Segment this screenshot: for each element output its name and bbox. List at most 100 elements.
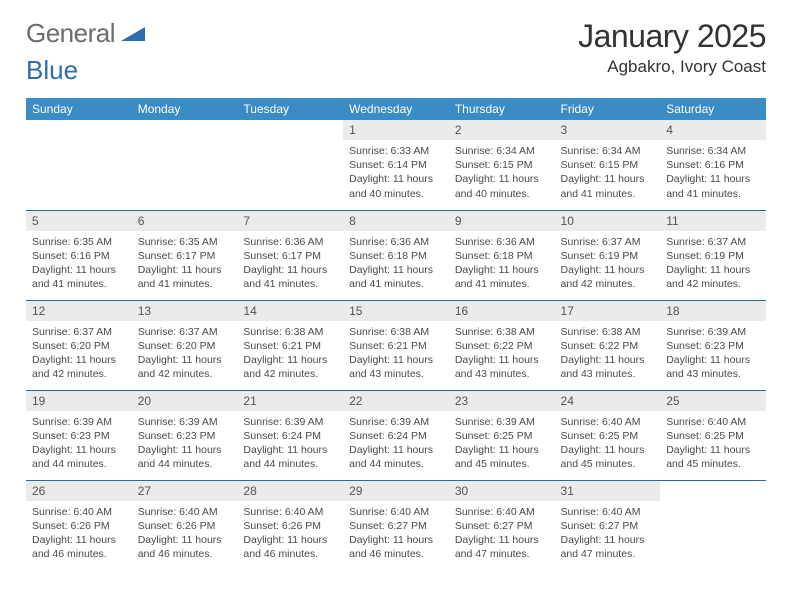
calendar-day-cell: 13Sunrise: 6:37 AMSunset: 6:20 PMDayligh…: [132, 300, 238, 390]
day-number: 28: [237, 481, 343, 501]
day-details: Sunrise: 6:40 AMSunset: 6:25 PMDaylight:…: [660, 411, 766, 478]
day-details: Sunrise: 6:33 AMSunset: 6:14 PMDaylight:…: [343, 140, 449, 207]
day-details: Sunrise: 6:40 AMSunset: 6:27 PMDaylight:…: [343, 501, 449, 568]
day-number: 8: [343, 211, 449, 231]
calendar-day-cell: [660, 480, 766, 570]
day-number: 30: [449, 481, 555, 501]
calendar-day-cell: 3Sunrise: 6:34 AMSunset: 6:15 PMDaylight…: [555, 120, 661, 210]
day-details: Sunrise: 6:39 AMSunset: 6:24 PMDaylight:…: [237, 411, 343, 478]
day-number: 5: [26, 211, 132, 231]
calendar-day-cell: 31Sunrise: 6:40 AMSunset: 6:27 PMDayligh…: [555, 480, 661, 570]
title-block: January 2025 Agbakro, Ivory Coast: [578, 18, 766, 77]
day-number: 23: [449, 391, 555, 411]
day-number: 24: [555, 391, 661, 411]
calendar-day-cell: 10Sunrise: 6:37 AMSunset: 6:19 PMDayligh…: [555, 210, 661, 300]
day-details: Sunrise: 6:39 AMSunset: 6:23 PMDaylight:…: [132, 411, 238, 478]
day-number: 11: [660, 211, 766, 231]
calendar-day-cell: 2Sunrise: 6:34 AMSunset: 6:15 PMDaylight…: [449, 120, 555, 210]
day-details: Sunrise: 6:40 AMSunset: 6:25 PMDaylight:…: [555, 411, 661, 478]
calendar-day-cell: 19Sunrise: 6:39 AMSunset: 6:23 PMDayligh…: [26, 390, 132, 480]
calendar-week-row: 1Sunrise: 6:33 AMSunset: 6:14 PMDaylight…: [26, 120, 766, 210]
day-number: 4: [660, 120, 766, 140]
calendar-day-cell: 15Sunrise: 6:38 AMSunset: 6:21 PMDayligh…: [343, 300, 449, 390]
calendar-day-cell: 20Sunrise: 6:39 AMSunset: 6:23 PMDayligh…: [132, 390, 238, 480]
day-details: Sunrise: 6:37 AMSunset: 6:19 PMDaylight:…: [555, 231, 661, 298]
location: Agbakro, Ivory Coast: [578, 57, 766, 77]
day-details: Sunrise: 6:36 AMSunset: 6:17 PMDaylight:…: [237, 231, 343, 298]
day-details: Sunrise: 6:34 AMSunset: 6:15 PMDaylight:…: [555, 140, 661, 207]
weekday-header: Monday: [132, 98, 238, 120]
logo-triangle-icon: [121, 25, 145, 43]
day-details: Sunrise: 6:34 AMSunset: 6:15 PMDaylight:…: [449, 140, 555, 207]
day-number: 14: [237, 301, 343, 321]
month-year: January 2025: [578, 18, 766, 55]
calendar-day-cell: 11Sunrise: 6:37 AMSunset: 6:19 PMDayligh…: [660, 210, 766, 300]
day-number: 16: [449, 301, 555, 321]
calendar-day-cell: 27Sunrise: 6:40 AMSunset: 6:26 PMDayligh…: [132, 480, 238, 570]
day-details: Sunrise: 6:37 AMSunset: 6:20 PMDaylight:…: [132, 321, 238, 388]
day-details: Sunrise: 6:35 AMSunset: 6:17 PMDaylight:…: [132, 231, 238, 298]
day-details: Sunrise: 6:36 AMSunset: 6:18 PMDaylight:…: [343, 231, 449, 298]
calendar-day-cell: 26Sunrise: 6:40 AMSunset: 6:26 PMDayligh…: [26, 480, 132, 570]
day-details: Sunrise: 6:40 AMSunset: 6:27 PMDaylight:…: [449, 501, 555, 568]
calendar-week-row: 26Sunrise: 6:40 AMSunset: 6:26 PMDayligh…: [26, 480, 766, 570]
day-number: 19: [26, 391, 132, 411]
weekday-header-row: Sunday Monday Tuesday Wednesday Thursday…: [26, 98, 766, 120]
day-details: Sunrise: 6:39 AMSunset: 6:25 PMDaylight:…: [449, 411, 555, 478]
day-number: 13: [132, 301, 238, 321]
calendar-week-row: 12Sunrise: 6:37 AMSunset: 6:20 PMDayligh…: [26, 300, 766, 390]
day-details: Sunrise: 6:37 AMSunset: 6:19 PMDaylight:…: [660, 231, 766, 298]
day-number: 15: [343, 301, 449, 321]
calendar-day-cell: 24Sunrise: 6:40 AMSunset: 6:25 PMDayligh…: [555, 390, 661, 480]
day-details: Sunrise: 6:36 AMSunset: 6:18 PMDaylight:…: [449, 231, 555, 298]
day-details: Sunrise: 6:39 AMSunset: 6:23 PMDaylight:…: [660, 321, 766, 388]
calendar-day-cell: 28Sunrise: 6:40 AMSunset: 6:26 PMDayligh…: [237, 480, 343, 570]
day-number: 26: [26, 481, 132, 501]
day-details: Sunrise: 6:35 AMSunset: 6:16 PMDaylight:…: [26, 231, 132, 298]
day-details: Sunrise: 6:40 AMSunset: 6:26 PMDaylight:…: [26, 501, 132, 568]
day-details: Sunrise: 6:39 AMSunset: 6:23 PMDaylight:…: [26, 411, 132, 478]
day-number: 31: [555, 481, 661, 501]
calendar-day-cell: 7Sunrise: 6:36 AMSunset: 6:17 PMDaylight…: [237, 210, 343, 300]
day-number: 20: [132, 391, 238, 411]
calendar-day-cell: 25Sunrise: 6:40 AMSunset: 6:25 PMDayligh…: [660, 390, 766, 480]
calendar-day-cell: 18Sunrise: 6:39 AMSunset: 6:23 PMDayligh…: [660, 300, 766, 390]
calendar-day-cell: 29Sunrise: 6:40 AMSunset: 6:27 PMDayligh…: [343, 480, 449, 570]
day-details: Sunrise: 6:38 AMSunset: 6:22 PMDaylight:…: [555, 321, 661, 388]
day-number: 27: [132, 481, 238, 501]
day-number: 17: [555, 301, 661, 321]
logo-text-1: General: [26, 18, 115, 49]
weekday-header: Saturday: [660, 98, 766, 120]
weekday-header: Sunday: [26, 98, 132, 120]
day-details: Sunrise: 6:40 AMSunset: 6:27 PMDaylight:…: [555, 501, 661, 568]
calendar-day-cell: 22Sunrise: 6:39 AMSunset: 6:24 PMDayligh…: [343, 390, 449, 480]
day-details: Sunrise: 6:38 AMSunset: 6:22 PMDaylight:…: [449, 321, 555, 388]
day-number: 22: [343, 391, 449, 411]
day-details: Sunrise: 6:40 AMSunset: 6:26 PMDaylight:…: [237, 501, 343, 568]
day-details: Sunrise: 6:40 AMSunset: 6:26 PMDaylight:…: [132, 501, 238, 568]
calendar-day-cell: 5Sunrise: 6:35 AMSunset: 6:16 PMDaylight…: [26, 210, 132, 300]
calendar-day-cell: 23Sunrise: 6:39 AMSunset: 6:25 PMDayligh…: [449, 390, 555, 480]
day-number: 6: [132, 211, 238, 231]
calendar-day-cell: 9Sunrise: 6:36 AMSunset: 6:18 PMDaylight…: [449, 210, 555, 300]
day-number: 9: [449, 211, 555, 231]
calendar-day-cell: 14Sunrise: 6:38 AMSunset: 6:21 PMDayligh…: [237, 300, 343, 390]
day-number: 18: [660, 301, 766, 321]
brand-logo: General: [26, 18, 147, 49]
calendar-day-cell: [132, 120, 238, 210]
weekday-header: Tuesday: [237, 98, 343, 120]
calendar-day-cell: 12Sunrise: 6:37 AMSunset: 6:20 PMDayligh…: [26, 300, 132, 390]
day-details: Sunrise: 6:37 AMSunset: 6:20 PMDaylight:…: [26, 321, 132, 388]
calendar-day-cell: [26, 120, 132, 210]
calendar-table: Sunday Monday Tuesday Wednesday Thursday…: [26, 98, 766, 570]
calendar-day-cell: 6Sunrise: 6:35 AMSunset: 6:17 PMDaylight…: [132, 210, 238, 300]
day-number: 3: [555, 120, 661, 140]
day-number: 2: [449, 120, 555, 140]
weekday-header: Friday: [555, 98, 661, 120]
calendar-day-cell: 16Sunrise: 6:38 AMSunset: 6:22 PMDayligh…: [449, 300, 555, 390]
day-number: 12: [26, 301, 132, 321]
calendar-day-cell: 1Sunrise: 6:33 AMSunset: 6:14 PMDaylight…: [343, 120, 449, 210]
day-details: Sunrise: 6:34 AMSunset: 6:16 PMDaylight:…: [660, 140, 766, 207]
day-number: 1: [343, 120, 449, 140]
calendar-week-row: 5Sunrise: 6:35 AMSunset: 6:16 PMDaylight…: [26, 210, 766, 300]
